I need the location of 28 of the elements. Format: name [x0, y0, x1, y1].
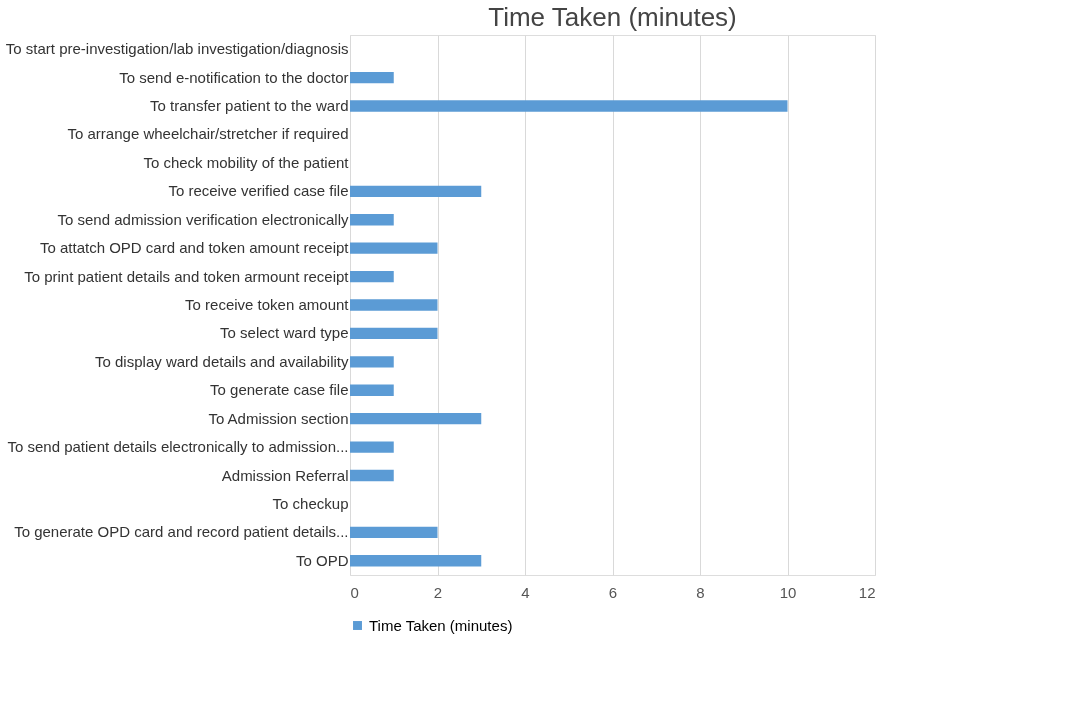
y-tick-label: To OPD — [295, 551, 349, 569]
y-tick-label: To checkup — [272, 494, 349, 512]
x-tick-label: 12 — [858, 583, 876, 601]
y-tick-label: To Admission section — [208, 409, 349, 427]
x-tick-label: 0 — [350, 583, 359, 601]
y-tick-label: To generate case file — [210, 381, 349, 399]
y-tick-label: To attatch OPD card and token amount receipt — [39, 239, 350, 257]
y-tick-label: To arrange wheelchair/stretcher if required — [67, 125, 349, 143]
y-tick-label: To send patient details electronically to admission... — [7, 438, 349, 456]
y-tick-label: To receive verified case file — [168, 182, 349, 200]
y-tick-label: To transfer patient to the ward — [150, 97, 349, 115]
x-tick-label: 6 — [608, 583, 618, 601]
chart-title: Time Taken (minutes) — [488, 2, 737, 32]
x-tick-label: 4 — [521, 583, 530, 601]
y-tick-label: To send admission verification electronically — [57, 210, 349, 228]
y-tick-label: To generate OPD card and record patient details... — [14, 523, 349, 541]
y-tick-label: Admission Referral — [221, 466, 349, 484]
x-tick-label: 10 — [779, 583, 797, 601]
y-tick-label: To receive token amount — [185, 296, 350, 313]
y-tick-label: To send e-notification to the doctor — [119, 68, 349, 86]
legend-label: Time Taken (minutes) — [369, 616, 513, 634]
y-tick-label: To check mobility of the patient — [143, 153, 350, 171]
y-tick-label: To display ward details and availability — [95, 352, 349, 370]
y-tick-label: To print patient details and token armount receipt — [24, 267, 350, 285]
x-tick-label: 8 — [696, 583, 705, 601]
y-tick-label: To select ward type — [220, 324, 349, 342]
y-tick-label: To start pre-investigation/lab investigation/diagnosis — [5, 40, 349, 58]
x-tick-label: 2 — [433, 583, 443, 601]
